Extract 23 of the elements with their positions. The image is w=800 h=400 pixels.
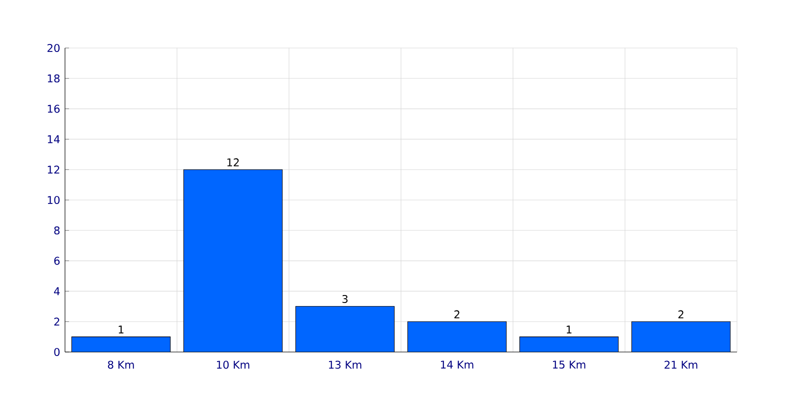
x-tick-label: 14 Km — [441, 360, 474, 368]
data-label: 1 — [566, 326, 572, 334]
y-tick-label: 12 — [48, 166, 60, 174]
y-tick-label: 10 — [48, 196, 60, 204]
data-label: 2 — [678, 310, 684, 318]
x-tick-label: 8 Km — [108, 360, 134, 369]
y-tick-label: 6 — [54, 256, 60, 265]
x-tick-label: 13 Km — [329, 360, 362, 369]
y-tick-label: 2 — [54, 318, 60, 326]
y-tick-label: 4 — [54, 287, 60, 296]
y-tick-label: 16 — [48, 104, 60, 113]
x-tick-label: 15 Km — [553, 360, 586, 369]
data-label: 1 — [118, 326, 124, 334]
data-label: 12 — [227, 158, 239, 166]
y-tick-label: 18 — [48, 74, 60, 82]
y-tick-label: 14 — [48, 135, 60, 144]
x-tick-label: 21 Km — [664, 360, 698, 369]
data-label: 3 — [342, 294, 348, 304]
data-label: 2 — [454, 310, 460, 318]
y-tick-label: 8 — [54, 226, 60, 234]
x-tick-label: 10 Km — [216, 360, 250, 369]
y-tick-label: 0 — [54, 348, 60, 356]
y-tick-label: 20 — [47, 44, 60, 52]
